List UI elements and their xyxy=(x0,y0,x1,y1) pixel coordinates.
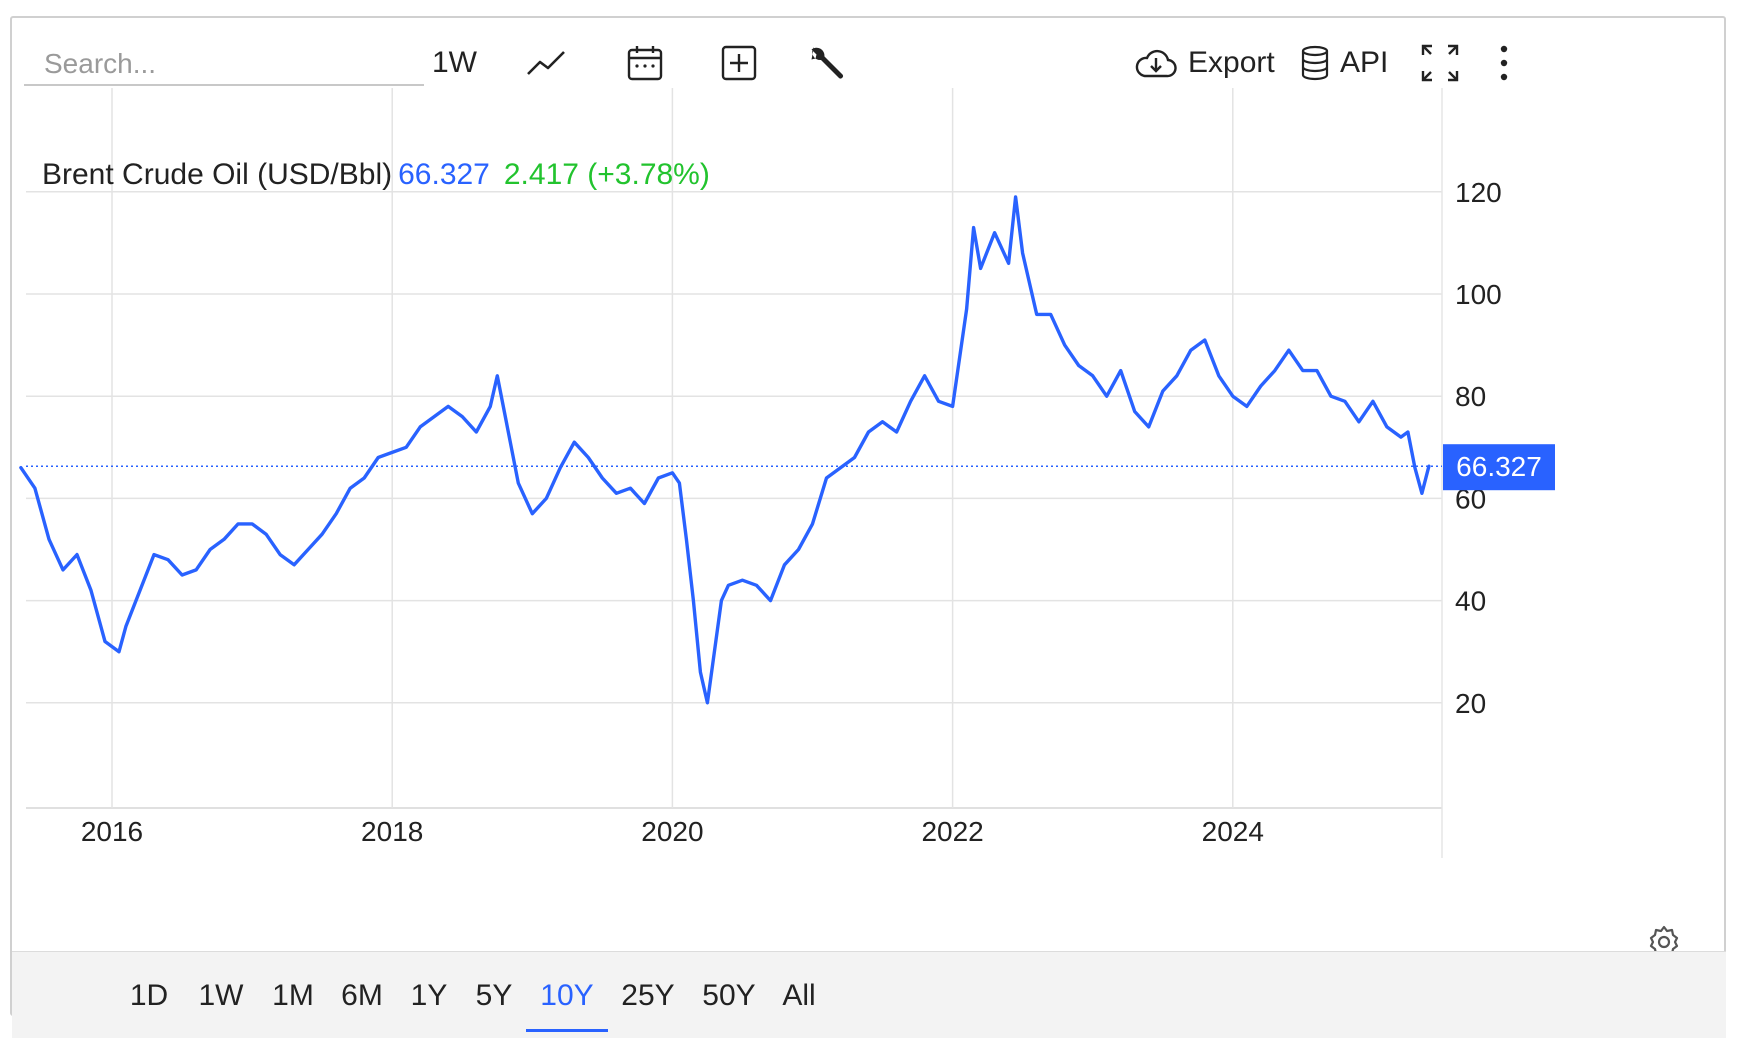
range-button-1d[interactable]: 1D xyxy=(129,979,169,1012)
more-menu-button[interactable] xyxy=(1496,38,1512,88)
y-tick-label: 100 xyxy=(1455,279,1502,310)
y-tick-label: 40 xyxy=(1455,586,1486,617)
range-button-all[interactable]: All xyxy=(782,979,816,1012)
x-tick-label: 2024 xyxy=(1202,816,1264,847)
chart-type-button[interactable] xyxy=(526,38,566,88)
fullscreen-button[interactable] xyxy=(1420,38,1460,88)
range-button-6m[interactable]: 6M xyxy=(341,979,383,1012)
fullscreen-icon xyxy=(1420,43,1460,83)
line-chart-icon xyxy=(526,48,566,78)
price-line-series[interactable] xyxy=(19,195,1431,705)
chart-widget: 1W Export xyxy=(10,16,1726,1038)
toolbar: 1W Export xyxy=(12,18,1724,98)
x-tick-label: 2016 xyxy=(81,816,143,847)
y-tick-label: 20 xyxy=(1455,688,1486,719)
range-button-5y[interactable]: 5Y xyxy=(475,979,513,1012)
range-button-1w[interactable]: 1W xyxy=(198,979,244,1012)
calendar-icon xyxy=(626,44,664,82)
add-compare-icon xyxy=(720,44,758,82)
legend-name: Brent Crude Oil (USD/Bbl) xyxy=(42,158,393,191)
chart-legend: Brent Crude Oil (USD/Bbl) 66.327 2.417 (+3… xyxy=(42,158,710,192)
y-tick-label: 80 xyxy=(1455,381,1486,412)
api-label: API xyxy=(1340,46,1389,79)
compare-button[interactable] xyxy=(720,38,758,88)
search-input[interactable] xyxy=(24,44,424,86)
export-button[interactable]: Export xyxy=(1134,38,1275,88)
legend-change: 2.417 (+3.78%) xyxy=(503,158,710,191)
export-label: Export xyxy=(1188,46,1275,79)
last-price-badge-label: 66.327 xyxy=(1456,451,1542,482)
range-button-1m[interactable]: 1M xyxy=(272,979,314,1012)
legend-price: 66.327 xyxy=(398,158,490,191)
range-button-50y[interactable]: 50Y xyxy=(702,979,756,1012)
interval-button[interactable]: 1W xyxy=(432,38,477,88)
api-button[interactable]: API xyxy=(1300,38,1388,88)
wrench-icon xyxy=(806,43,846,83)
last-price-badge xyxy=(1443,444,1555,491)
tools-button[interactable] xyxy=(806,38,846,88)
range-button-10y[interactable]: 10Y xyxy=(526,952,608,1032)
more-vertical-icon xyxy=(1496,43,1512,83)
range-button-1y[interactable]: 1Y xyxy=(410,979,448,1012)
x-tick-label: 2018 xyxy=(361,816,423,847)
x-tick-label: 2022 xyxy=(921,816,983,847)
cloud-download-icon xyxy=(1134,46,1178,80)
database-icon xyxy=(1300,45,1330,81)
interval-label: 1W xyxy=(432,46,477,79)
y-tick-label: 120 xyxy=(1455,177,1502,208)
x-tick-label: 2020 xyxy=(641,816,703,847)
range-selector: 1D 1W 1M 6M 1Y 5Y 10Y 25Y 50Y All xyxy=(12,951,1726,1038)
range-button-25y[interactable]: 25Y xyxy=(621,979,675,1012)
date-range-button[interactable] xyxy=(626,38,664,88)
